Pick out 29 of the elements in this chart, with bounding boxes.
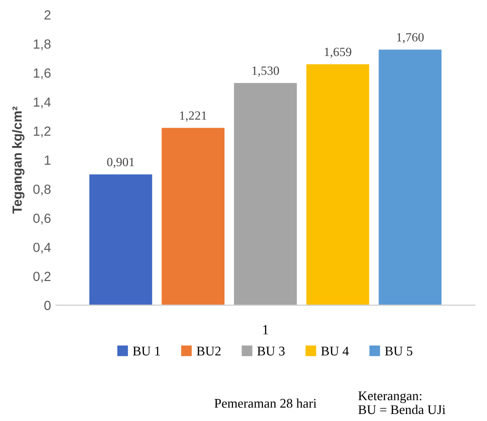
bar xyxy=(234,83,297,306)
bar xyxy=(89,174,152,306)
y-tick-label: 1,6 xyxy=(34,68,51,80)
data-label: 1,530 xyxy=(252,66,279,77)
bar xyxy=(378,50,442,306)
legend-label: BU2 xyxy=(196,346,221,356)
legend-label: BU 1 xyxy=(132,346,160,356)
data-label: 1,760 xyxy=(397,33,424,44)
bar xyxy=(162,128,224,306)
y-tick-label: 1 xyxy=(44,156,50,165)
y-tick-label: 1,8 xyxy=(34,39,51,50)
y-axis-title: Tegangan kg/cm² xyxy=(12,106,24,214)
y-tick-label: 0 xyxy=(44,300,51,310)
bar xyxy=(306,64,370,306)
legend-label: BU 3 xyxy=(257,346,285,356)
y-tick-label: 2 xyxy=(44,10,50,20)
data-label: 0,901 xyxy=(107,158,134,168)
y-tick-label: 0,4 xyxy=(33,242,51,254)
text: Pemeraman 28 hari xyxy=(214,398,316,408)
data-label: 1,221 xyxy=(180,111,206,122)
y-tick-label: 1,2 xyxy=(34,126,50,138)
text: Keterangan: BU = Benda UJi xyxy=(358,392,446,414)
legend-label: BU 4 xyxy=(321,346,349,356)
y-tick-label: 0,8 xyxy=(33,184,51,196)
y-tick-label: 1,4 xyxy=(34,98,51,108)
y-tick-label: 0,2 xyxy=(33,272,50,283)
data-label: 1,659 xyxy=(324,48,352,58)
y-tick-label: 0,6 xyxy=(33,214,51,225)
legend-label: BU 5 xyxy=(384,346,412,356)
